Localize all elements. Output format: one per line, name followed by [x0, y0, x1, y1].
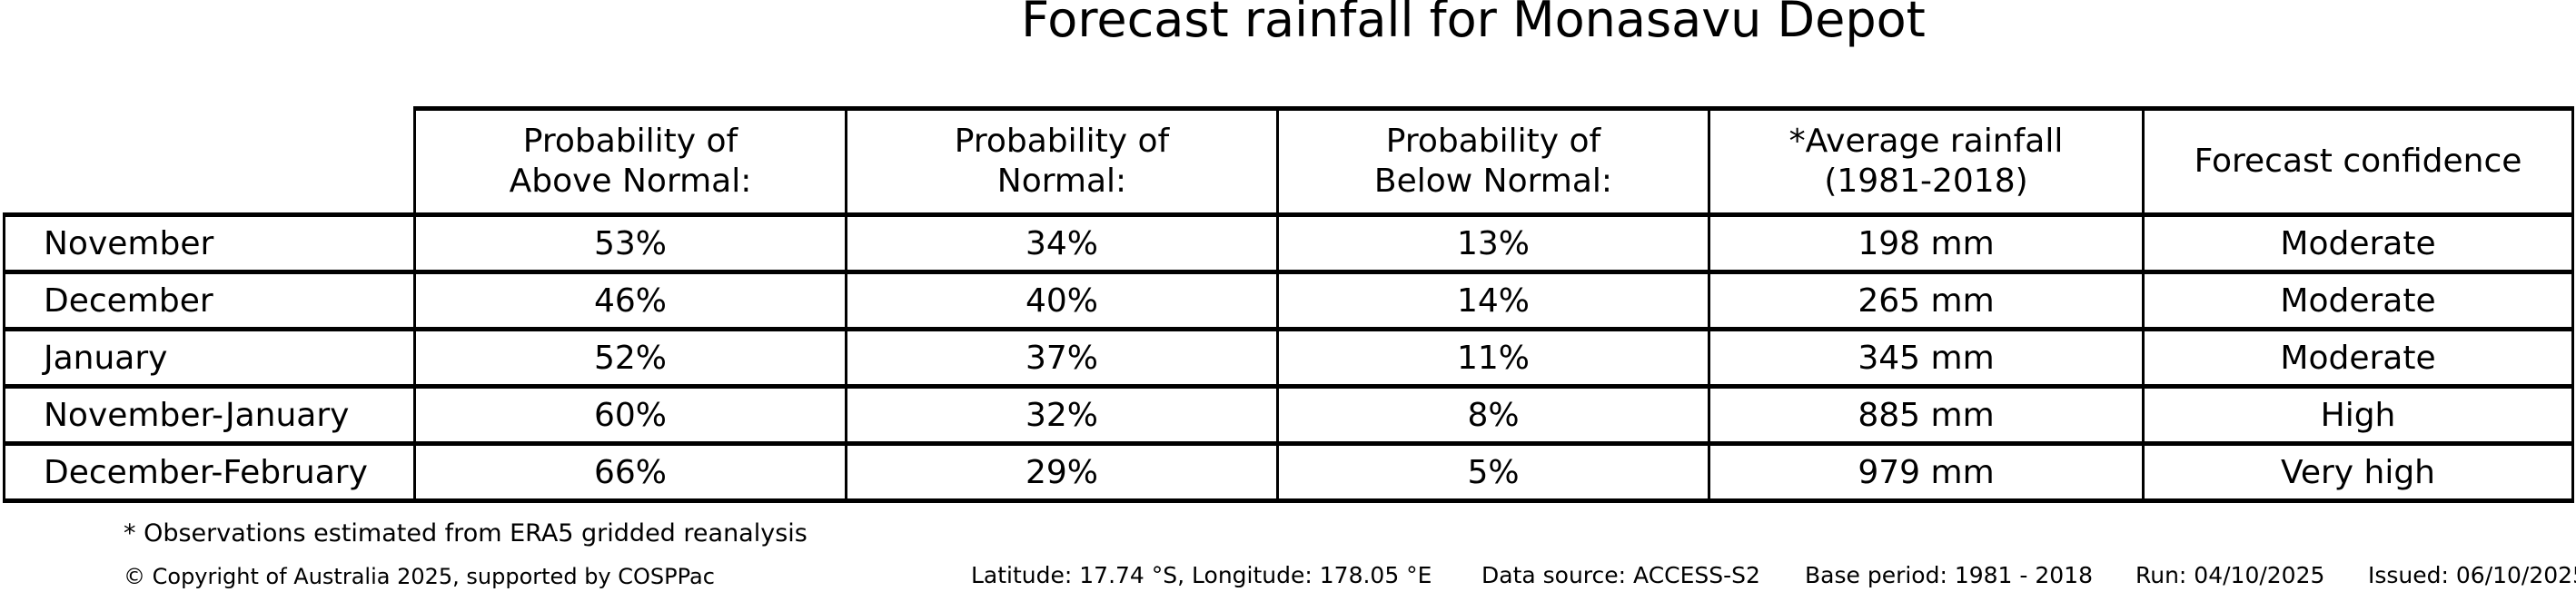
blank-corner-cell	[5, 109, 415, 215]
col-header-average-rainfall: *Average rainfall (1981-2018)	[1708, 106, 2145, 217]
row-label: January	[3, 327, 416, 389]
cell-prob-below-normal: 13%	[1276, 212, 1710, 274]
table-row-december: December 46% 40% 14% 265 mm Moderate	[3, 270, 2574, 331]
cell-prob-normal: 29%	[845, 441, 1279, 503]
cell-forecast-confidence: Moderate	[2142, 327, 2574, 389]
row-label: November-January	[3, 384, 416, 446]
page-title: Forecast rainfall for Monasavu Depot	[1021, 0, 1926, 48]
cell-average-rainfall: 198 mm	[1708, 212, 2145, 274]
cell-prob-below-normal: 14%	[1276, 270, 1710, 331]
cell-prob-normal: 32%	[845, 384, 1279, 446]
forecast-table: Probability of Above Normal: Probability…	[3, 106, 2574, 503]
header-row: Probability of Above Normal: Probability…	[5, 106, 2574, 217]
run-date-text: Run: 04/10/2025	[2135, 562, 2325, 588]
cell-forecast-confidence: Moderate	[2142, 212, 2574, 274]
cell-average-rainfall: 345 mm	[1708, 327, 2145, 389]
table-row-december-february: December-February 66% 29% 5% 979 mm Very…	[3, 441, 2574, 503]
latitude-longitude-text: Latitude: 17.74 °S, Longitude: 178.05 °E	[971, 562, 1432, 588]
col-header-prob-normal: Probability of Normal:	[845, 106, 1279, 217]
row-label: December-February	[3, 441, 416, 503]
cell-prob-above-normal: 53%	[413, 212, 847, 274]
era5-footnote: * Observations estimated from ERA5 gridd…	[124, 519, 807, 548]
table-row-november: November 53% 34% 13% 198 mm Moderate	[3, 212, 2574, 274]
base-period-text: Base period: 1981 - 2018	[1805, 562, 2093, 588]
cell-prob-below-normal: 11%	[1276, 327, 1710, 389]
table-row-january: January 52% 37% 11% 345 mm Moderate	[3, 327, 2574, 389]
cell-forecast-confidence: Very high	[2142, 441, 2574, 503]
cell-prob-normal: 34%	[845, 212, 1279, 274]
data-source-text: Data source: ACCESS-S2	[1481, 562, 1760, 588]
col-header-prob-below-normal: Probability of Below Normal:	[1276, 106, 1710, 217]
cell-forecast-confidence: High	[2142, 384, 2574, 446]
row-label: December	[3, 270, 416, 331]
row-label: November	[3, 212, 416, 274]
col-header-forecast-confidence: Forecast confidence	[2142, 106, 2574, 217]
cell-prob-above-normal: 66%	[413, 441, 847, 503]
cell-average-rainfall: 265 mm	[1708, 270, 2145, 331]
copyright-text: © Copyright of Australia 2025, supported…	[124, 564, 715, 589]
cell-prob-below-normal: 5%	[1276, 441, 1710, 503]
cell-prob-above-normal: 60%	[413, 384, 847, 446]
cell-prob-above-normal: 52%	[413, 327, 847, 389]
table-row-november-january: November-January 60% 32% 8% 885 mm High	[3, 384, 2574, 446]
cell-prob-normal: 40%	[845, 270, 1279, 331]
cell-average-rainfall: 885 mm	[1708, 384, 2145, 446]
cell-prob-below-normal: 8%	[1276, 384, 1710, 446]
issued-date-text: Issued: 06/10/2025	[2368, 562, 2576, 588]
cell-prob-above-normal: 46%	[413, 270, 847, 331]
cell-average-rainfall: 979 mm	[1708, 441, 2145, 503]
cell-prob-normal: 37%	[845, 327, 1279, 389]
cell-forecast-confidence: Moderate	[2142, 270, 2574, 331]
col-header-prob-above-normal: Probability of Above Normal:	[413, 106, 847, 217]
